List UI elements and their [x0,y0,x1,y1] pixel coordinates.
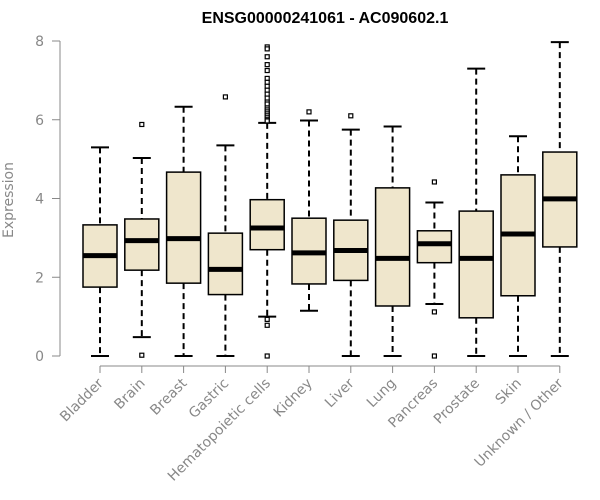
box [207,232,244,296]
box-group [249,44,285,359]
outlier-point [431,179,437,185]
x-tick-label: Kidney [271,376,316,421]
x-tick-label: Skin [492,376,524,408]
x-tick-label: Bladder [57,375,107,425]
box-group [542,41,578,357]
y-axis: 0 2 4 6 8 [35,34,61,365]
outlier-point [264,322,270,328]
outlier-point [264,46,270,52]
box-group [291,109,327,312]
y-tick-label: 0 [35,349,44,365]
x-tick-label: Liver [322,375,358,411]
box-group [458,67,494,357]
box [124,218,160,271]
outlier-point [264,67,270,74]
box [249,198,285,251]
y-tick-label: 6 [35,113,44,129]
y-tick-label: 2 [35,270,44,286]
outlier-point [222,94,228,100]
x-tick-label: Breast [147,375,191,419]
outlier-point [431,309,437,315]
outlier-point [348,113,354,119]
outlier-point [139,121,145,128]
box [165,171,202,284]
box-group [82,146,118,357]
box-group [500,135,536,357]
y-tick-label: 8 [35,34,44,50]
box-group [374,125,411,357]
box [458,210,494,319]
box-group [333,113,369,357]
outlier-point [306,109,312,115]
outlier-point [139,352,145,358]
x-tick-label: Prostate [431,376,483,428]
box-group [207,94,244,357]
box-group [416,179,453,359]
outlier-point [431,353,437,359]
x-tick-label: Lung [364,376,399,411]
outlier-point [264,62,270,68]
box-group [165,105,202,357]
box [374,187,411,307]
outlier-point [264,118,270,124]
chart-title: ENSG00000241061 - AC090602.1 [202,10,449,27]
y-axis-label: Expression [1,162,17,238]
box [416,230,453,264]
boxplot-series [82,41,578,359]
y-tick-label: 4 [35,192,44,208]
outlier-point [264,353,270,359]
x-tick-label: Brain [111,376,148,413]
box-group [124,121,160,358]
outlier-point [264,316,270,322]
outlier-point [264,54,270,60]
